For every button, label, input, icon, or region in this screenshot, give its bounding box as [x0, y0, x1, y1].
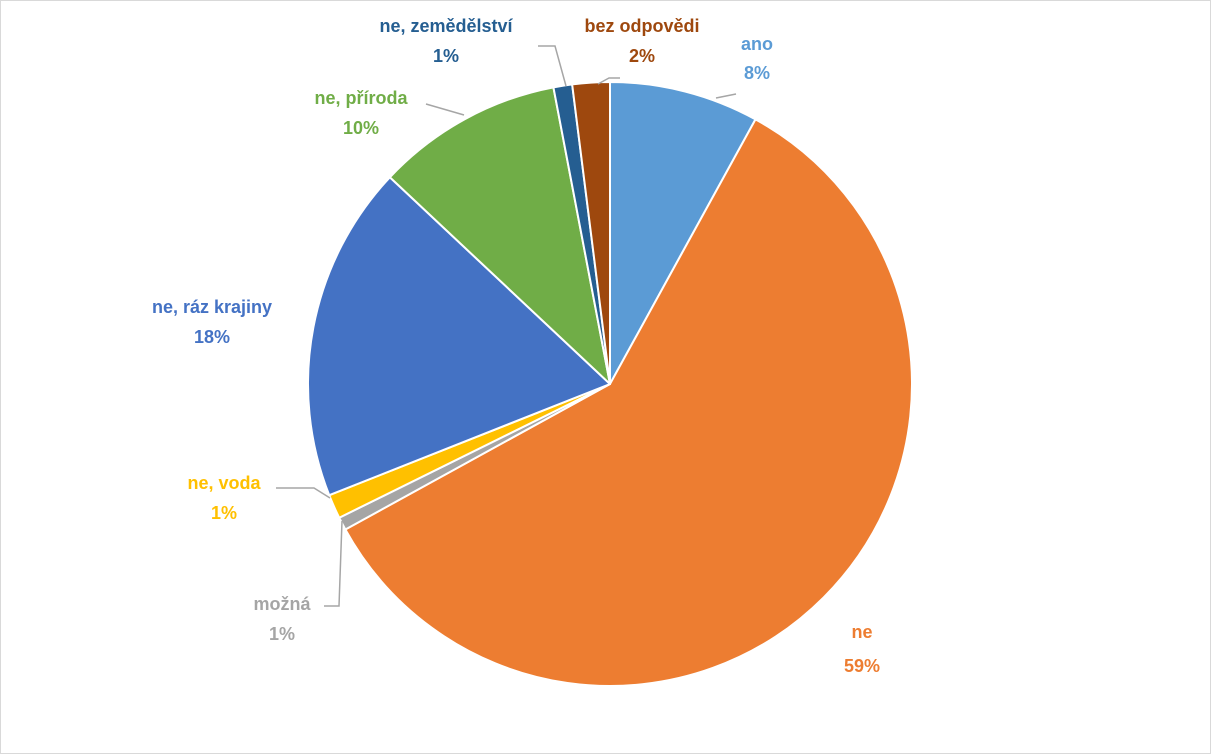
label-bez-odpovedi: bez odpovědi: [584, 16, 699, 36]
leader-line-ne-zem-d-lstv-: [538, 45, 567, 87]
percent-ne-raz-krajiny: 18%: [194, 327, 230, 347]
pie-slice-ne-p-roda: [388, 86, 611, 385]
leader-line-bez-odpov-di: [597, 77, 620, 85]
percent-ne-zemedelstvi: 1%: [433, 46, 459, 66]
percent-ne-priroda: 10%: [343, 118, 379, 138]
leader-line-ano: [715, 93, 737, 99]
leader-line-ne-p-roda: [425, 103, 465, 116]
label-ano: ano: [741, 34, 773, 54]
percent-bez-odpovedi: 2%: [629, 46, 655, 66]
leader-line-ne-voda: [276, 487, 331, 499]
label-ne-raz-krajiny: ne, ráz krajiny: [152, 297, 272, 317]
leader-line-mo-n-: [324, 520, 343, 607]
label-ne-priroda: ne, příroda: [314, 88, 408, 108]
pie-slice-bez-odpov-di: [571, 81, 611, 385]
pie-slices: [306, 81, 913, 687]
percent-ano: 8%: [744, 63, 770, 83]
leader-lines: [276, 45, 737, 607]
label-ne: ne: [851, 622, 872, 642]
label-ne-zemedelstvi: ne, zemědělství: [379, 16, 513, 36]
percent-ne: 59%: [844, 656, 880, 676]
label-ne-voda: ne, voda: [187, 473, 261, 493]
percent-ne-voda: 1%: [211, 503, 237, 523]
pie-slice-ano: [609, 81, 757, 385]
label-mozna: možná: [253, 594, 311, 614]
pie-slice-ne: [344, 118, 913, 687]
pie-slice-ne-r-z-krajiny: [306, 176, 611, 497]
percent-mozna: 1%: [269, 624, 295, 644]
